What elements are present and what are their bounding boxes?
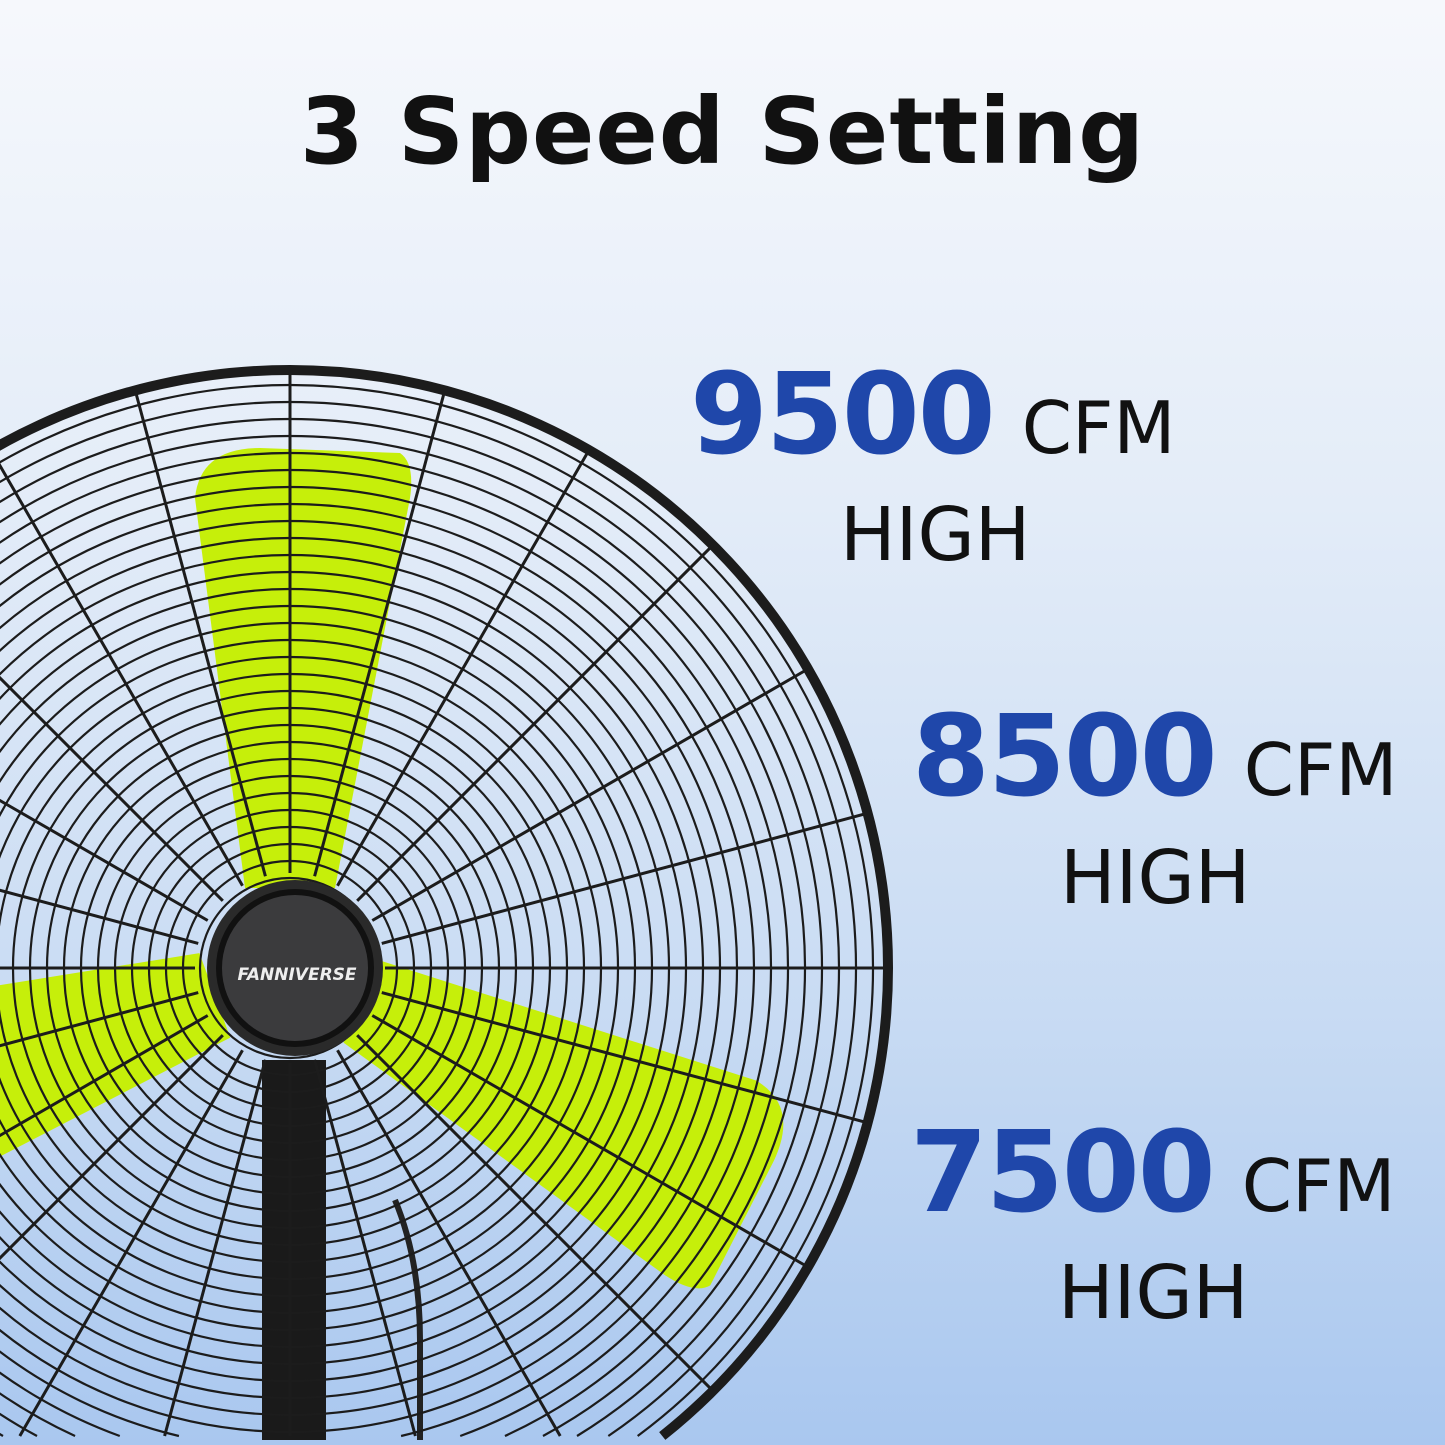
speed-level-1: HIGH: [840, 492, 1031, 578]
cfm-unit: CFM: [1243, 728, 1398, 812]
cfm-value: 9500: [690, 350, 996, 480]
fan-hub: FANNIVERSE: [207, 880, 383, 1056]
cfm-unit: CFM: [1021, 386, 1176, 470]
cfm-value: 8500: [912, 692, 1218, 822]
speed-level-2: HIGH: [1060, 835, 1251, 921]
fan-grille: [0, 365, 893, 1440]
cfm-unit: CFM: [1241, 1144, 1396, 1228]
speed-spec-2: 8500 CFM: [912, 692, 1398, 822]
blade: [0, 953, 231, 1221]
speed-spec-1: 9500 CFM: [690, 350, 1176, 480]
page-title: 3 Speed Setting: [299, 78, 1146, 185]
brand-logo: FANNIVERSE: [237, 965, 356, 985]
speed-level-3: HIGH: [1058, 1250, 1249, 1336]
speed-spec-3: 7500 CFM: [910, 1108, 1396, 1238]
cfm-value: 7500: [910, 1108, 1216, 1238]
